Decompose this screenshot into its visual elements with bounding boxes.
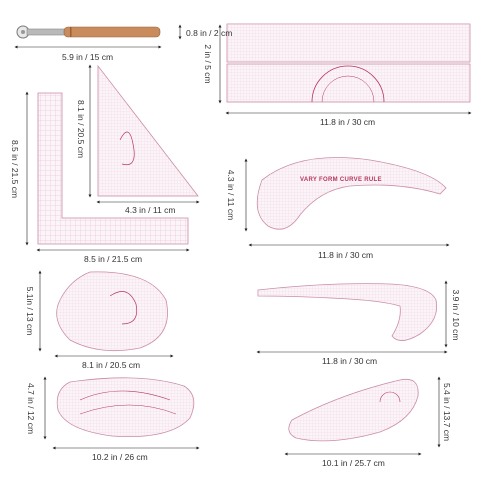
hip-curve-length-label: 11.8 in / 30 cm: [322, 356, 378, 366]
triangle-base-label: 4.3 in / 11 cm: [125, 205, 176, 215]
vary-curve-length-label: 11.8 in / 30 cm: [318, 250, 374, 260]
hip-curve-ruler: [257, 283, 438, 341]
teardrop-height-label: 5.1in / 13 cm: [25, 286, 35, 336]
l-square-height-label: 8.5 in / 21.5 cm: [10, 139, 20, 199]
tracing-wheel-length-label: 5.9 in / 15 cm: [62, 52, 114, 62]
teardrop-template-ruler: [56, 271, 168, 352]
l-square-width-label: 8.5 in / 21.5 cm: [84, 254, 143, 264]
oval-template-ruler: [56, 377, 195, 437]
vary-curve-height-label: 4.3 in / 11 cm: [226, 169, 236, 221]
straight-ruler-width-label: 2 in / 5 cm: [203, 44, 213, 84]
armhole-height-label: 5.4 in / 13.7 cm: [442, 382, 452, 442]
tracing-wheel-tool: [16, 25, 161, 39]
triangle-ruler: [97, 64, 199, 197]
straight-ruler-length-label: 11.8 in / 30 cm: [320, 117, 376, 127]
oval-width-label: 10.2 in / 26 cm: [92, 452, 148, 462]
hip-curve-height-label: 3.9 in / 10 cm: [451, 289, 461, 341]
triangle-height-label: 8.1 in / 20.5 cm: [76, 99, 86, 159]
french-curve-ruler: [256, 157, 447, 230]
tracing-wheel-width-label: 0.8 in / 2 cm: [186, 28, 233, 38]
teardrop-width-label: 8.1 in / 20.5 cm: [82, 360, 141, 370]
dimension-lines: [14, 24, 472, 456]
curve-ruler-printed-text: VARY FORM CURVE RULE: [300, 177, 382, 183]
oval-height-label: 4.7 in / 12 cm: [26, 383, 36, 435]
straight-grid-ruler: [226, 23, 471, 103]
l-square-ruler: [37, 92, 189, 245]
armhole-width-label: 10.1 in / 25.7 cm: [322, 458, 385, 468]
armhole-template-ruler: [288, 378, 419, 442]
